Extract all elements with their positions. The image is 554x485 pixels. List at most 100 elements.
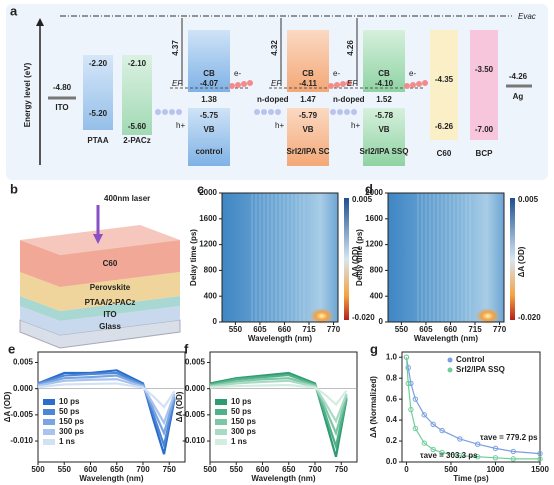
decay-point — [421, 440, 427, 446]
panel-letter: f — [184, 341, 189, 356]
doping-label: n-doped — [257, 95, 289, 104]
vb-value: -5.75 — [200, 111, 219, 120]
y-tick-label: 0.8 — [386, 373, 398, 382]
legend-swatch — [43, 429, 55, 435]
x-axis-label: Wavelength (nm) — [79, 474, 143, 483]
legend-label: 300 ps — [59, 427, 84, 436]
y-tick-label: 0.0 — [386, 457, 398, 466]
vb-box — [287, 108, 329, 166]
spectrum — [37, 371, 176, 450]
electron — [334, 82, 340, 88]
y-tick-label: 0.000 — [13, 384, 34, 393]
layer-label: Perovskite — [90, 283, 131, 292]
spectrum — [209, 371, 348, 458]
y-axis-label: ΔA (OD) — [175, 391, 184, 422]
x-tick-label: 550 — [58, 465, 72, 474]
ag-value: -4.26 — [509, 72, 528, 81]
x-tick-label: 550 — [395, 325, 409, 334]
y-tick-label: 1.0 — [386, 352, 398, 361]
cb-box — [188, 30, 230, 92]
x-tick-label: 500 — [203, 465, 217, 474]
x-tick-label: 500 — [444, 465, 458, 474]
work-function: 4.32 — [270, 40, 279, 56]
legend-label: 50 ps — [59, 407, 80, 416]
x-tick-label: 700 — [136, 465, 150, 474]
x-tick-label: 0 — [404, 465, 409, 474]
x-tick-label: 605 — [419, 325, 433, 334]
vb-label: VB — [203, 125, 214, 134]
decay-fit — [405, 357, 541, 455]
x-tick-label: 770 — [327, 325, 341, 334]
cb-box — [363, 30, 405, 92]
electron — [404, 83, 410, 89]
c60-bar — [430, 30, 458, 140]
heatmap — [388, 193, 504, 322]
electron — [422, 80, 428, 86]
vb-box — [188, 108, 230, 166]
legend-label: Control — [456, 355, 484, 364]
colorbar — [344, 198, 349, 320]
y-axis-label: ΔA (Normalized) — [369, 376, 378, 438]
y-axis-label: Delay time (ps) — [355, 229, 364, 286]
laser-label: 400nm laser — [104, 194, 150, 203]
colorbar-label: ΔA (OD) — [351, 246, 360, 277]
plot-frame — [37, 351, 186, 463]
device-stack — [19, 205, 181, 349]
hole — [268, 109, 274, 115]
legend-swatch — [43, 409, 55, 415]
x-tick-label: 715 — [468, 325, 482, 334]
electron — [229, 83, 235, 89]
pacz-lumo: -2.10 — [128, 59, 147, 68]
legend-label: 150 ps — [231, 417, 256, 426]
y-tick-label: 0 — [213, 317, 218, 326]
x-tick-label: 1000 — [487, 465, 505, 474]
electron — [410, 82, 416, 88]
panel-letter: a — [10, 3, 18, 18]
decay-point — [421, 412, 427, 418]
vb-value: -5.78 — [375, 111, 394, 120]
legend-label: 1 ns — [231, 437, 248, 446]
x-tick-label: 550 — [229, 325, 243, 334]
legend-label: 150 ps — [59, 417, 84, 426]
legend-swatch — [215, 399, 227, 405]
panel-a-background — [6, 4, 548, 180]
y-tick-label: -0.005 — [10, 410, 33, 419]
electron — [328, 83, 334, 89]
electron-label: e- — [409, 69, 416, 78]
c60-homo: -6.26 — [435, 122, 454, 131]
y-tick-label: 0.6 — [386, 394, 398, 403]
fermi-gap: 1.47 — [300, 95, 316, 104]
hole — [330, 109, 336, 115]
cb-label: CB — [203, 69, 215, 78]
x-tick-label: 715 — [302, 325, 316, 334]
x-tick-label: 750 — [163, 465, 177, 474]
plot-frame — [209, 351, 358, 463]
x-tick-label: 750 — [335, 465, 349, 474]
hole — [337, 109, 343, 115]
layer-label: C60 — [103, 259, 118, 268]
x-tick-label: 650 — [110, 465, 124, 474]
colorbar-max: 0.005 — [352, 195, 373, 204]
legend-swatch — [43, 419, 55, 425]
legend-marker — [447, 357, 453, 363]
electron-label: e- — [333, 69, 340, 78]
y-tick-label: 2000 — [199, 188, 217, 197]
ptaa-name: PTAA — [87, 136, 108, 145]
vb-label: VB — [378, 125, 389, 134]
y-tick-label: 400 — [370, 291, 384, 300]
hole — [169, 109, 175, 115]
hole-label: h+ — [275, 121, 284, 130]
y-tick-label: 1600 — [365, 214, 383, 223]
layer-label: PTAA/2-PACz — [85, 298, 136, 307]
plot-frame — [221, 192, 339, 323]
ito-value: -4.80 — [53, 83, 72, 92]
vacuum-label: Evac — [518, 12, 536, 21]
colorbar-label: ΔA (OD) — [517, 246, 526, 277]
cb-label: CB — [302, 69, 314, 78]
x-axis-label: Wavelength (nm) — [251, 474, 315, 483]
y-tick-label: 400 — [204, 291, 218, 300]
plot-frame — [401, 351, 541, 463]
legend-swatch — [215, 429, 227, 435]
decay-point — [430, 421, 436, 427]
